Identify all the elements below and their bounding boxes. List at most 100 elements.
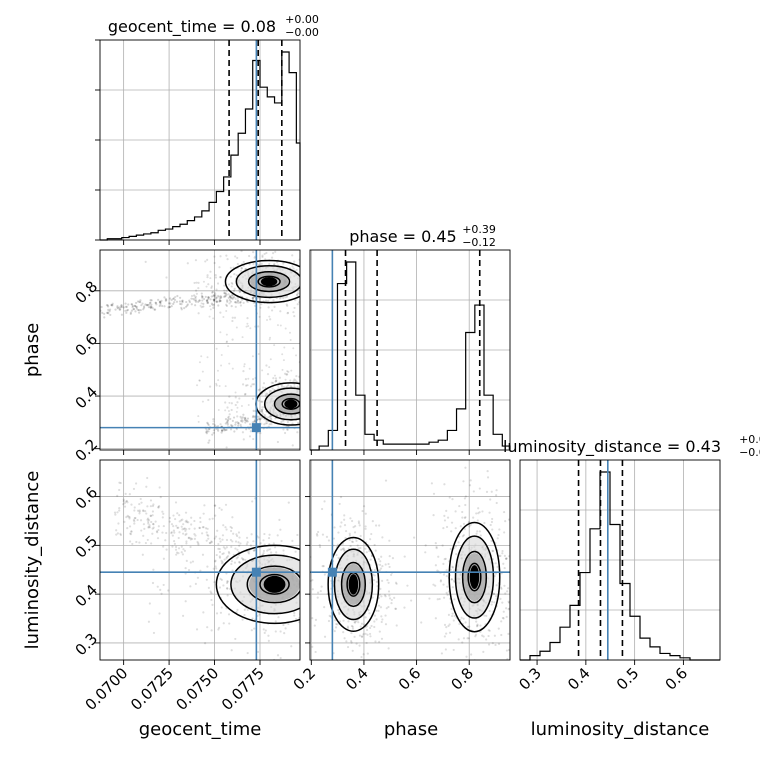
sample-point [269,414,272,418]
sample-point [215,384,218,387]
sample-point [251,383,254,386]
sample-point [199,304,202,307]
sample-point [381,618,384,621]
sample-point [328,501,330,503]
sample-point [306,570,308,572]
sample-point [228,294,231,298]
sample-point [261,408,264,411]
sample-point [450,578,453,581]
density-peak [469,565,480,590]
sample-point [302,386,304,388]
sample-point [285,303,288,306]
sample-point [335,409,337,411]
sample-point [262,539,265,542]
sample-point [395,582,398,585]
sample-point [260,262,263,265]
sample-point [229,428,233,431]
sample-point [222,622,225,625]
sample-point [212,567,215,570]
sample-point [151,581,155,585]
sample-point [340,521,343,524]
sample-point [146,303,149,307]
sample-point [387,581,390,584]
sample-point [343,518,346,521]
sample-point [207,534,210,537]
sample-point [138,502,141,506]
sample-point [359,625,362,628]
sample-point [129,312,132,315]
sample-point [348,538,351,542]
sample-point [394,607,397,610]
sample-point [284,378,287,381]
contour-line [461,550,488,604]
sample-point [269,548,272,551]
contour-line [246,565,300,604]
sample-point [443,635,446,638]
sample-point [322,429,324,431]
sample-point [378,640,381,643]
sample-point [223,292,227,295]
sample-point [434,564,437,567]
sample-point [180,551,183,554]
sample-point [185,559,188,562]
sample-point [160,592,163,595]
sample-point [279,310,282,313]
sample-point [279,656,282,660]
sample-point [262,552,265,555]
sample-point [340,686,342,688]
sample-point [342,384,344,386]
sample-point [450,607,453,611]
sample-point [225,420,229,424]
sample-point [462,480,465,483]
sample-point [312,379,314,381]
sample-point [194,296,197,300]
sample-point [267,639,270,642]
sample-point [334,286,336,288]
sample-point [229,417,232,421]
sample-point [498,554,501,558]
sample-point [218,555,221,558]
sample-point [140,304,143,307]
sample-point [210,285,213,288]
sample-point [209,298,212,301]
sample-point [197,543,200,546]
sample-point [231,282,234,285]
sample-point [296,292,300,295]
sample-point [386,579,389,582]
sample-point [293,378,296,381]
sample-point [128,516,131,519]
sample-point [218,276,222,279]
sample-point [132,308,136,311]
sample-point [335,622,338,626]
sample-point [208,315,211,318]
sample-point [207,441,210,444]
sample-point [490,520,494,524]
sample-point [369,626,372,630]
sample-point [206,422,210,425]
sample-point [115,533,118,536]
sample-point [244,378,248,381]
sample-point [224,409,227,412]
sample-point [206,258,209,261]
sample-point [120,304,123,307]
sample-point [410,599,413,602]
x-tick-label: 0.0725 [127,664,177,714]
sample-point [238,561,241,564]
sample-point [168,520,171,523]
sample-point [383,594,387,597]
sample-point [500,587,503,590]
sample-point [485,638,488,641]
sample-point [124,302,127,305]
sample-point [282,549,285,552]
sample-point [333,629,336,633]
sample-point [252,409,255,412]
sample-point [268,262,271,266]
sample-point [461,641,464,644]
sample-point [285,385,288,388]
sample-point [240,266,243,270]
sample-point [501,601,504,604]
sample-point [354,621,357,624]
density-peak [263,575,286,593]
sample-point [146,476,149,480]
sample-point [227,550,230,554]
